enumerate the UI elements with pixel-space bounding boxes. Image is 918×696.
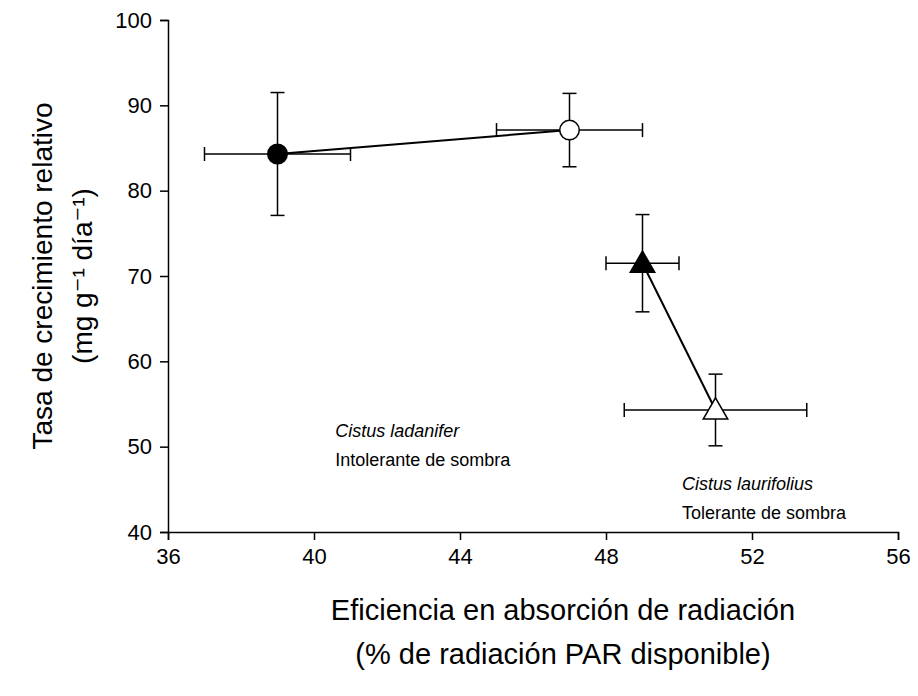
series (205, 93, 643, 216)
y-error-cap (636, 214, 650, 216)
y-tick-label: 50 (128, 434, 152, 459)
x-tick-mark (460, 532, 462, 540)
x-tick-mark (606, 532, 608, 540)
y-error-cap (709, 445, 723, 447)
x-error-cap (350, 147, 352, 161)
y-tick: 70 (128, 264, 168, 289)
x-tick: 44 (448, 532, 472, 569)
y-axis: 40 50 60 70 80 90 100 (115, 8, 168, 545)
y-tick-label: 70 (128, 264, 152, 289)
x-error-cap (678, 256, 680, 270)
annotation-text: Intolerante de sombra (335, 450, 511, 470)
y-tick-mark (160, 190, 168, 192)
x-tick-label: 44 (448, 544, 472, 569)
annotations: Cistus ladanifer Intolerante de sombra Cis… (335, 421, 847, 523)
series-line (643, 263, 716, 410)
y-axis-line (160, 21, 169, 533)
y-tick: 50 (128, 434, 168, 459)
chart: 364044485256405060708090100Cistus ladani… (0, 0, 918, 696)
x-tick-label: 48 (594, 544, 618, 569)
x-tick: 56 (886, 532, 910, 569)
annotation-text: Tolerante de sombra (682, 503, 847, 523)
y-axis-title: Tasa de crecimiento relativo (27, 102, 58, 449)
point (630, 251, 655, 272)
x-axis-title: Eficiencia en absorción de radiación (331, 594, 795, 626)
x-error-cap (624, 403, 626, 417)
y-tick-label: 100 (115, 8, 152, 33)
y-error-cap (636, 311, 650, 313)
y-tick-mark (160, 276, 168, 278)
y-tick-label: 80 (128, 178, 152, 203)
x-error-cap (204, 147, 206, 161)
x-axis-line (169, 533, 899, 541)
y-tick-mark (160, 105, 168, 107)
point (268, 144, 288, 164)
plot: 364044485256405060708090100Cistus ladani… (115, 8, 910, 569)
x-error-cap (806, 403, 808, 417)
x-tick: 52 (740, 532, 764, 569)
series (606, 215, 807, 446)
x-tick: 48 (594, 532, 618, 569)
x-tick-label: 36 (156, 544, 180, 569)
y-tick-mark (160, 361, 168, 363)
y-error-cap (563, 166, 577, 168)
y-axis-title: (mg g⁻¹ día⁻¹) (67, 188, 98, 364)
marks (205, 93, 807, 446)
x-tick-mark (898, 532, 900, 540)
x-axis-title: (% de radiación PAR disponible) (355, 638, 770, 670)
x-error-cap (605, 256, 607, 270)
point (560, 120, 580, 140)
point (703, 398, 728, 419)
x-tick-mark (752, 532, 754, 540)
annotation-title: Cistus laurifolius (682, 474, 813, 494)
series-line (278, 130, 570, 154)
x-tick: 36 (156, 532, 180, 569)
y-tick-mark (160, 532, 168, 534)
y-error-cap (271, 92, 285, 94)
y-tick: 80 (128, 178, 168, 203)
y-error-cap (563, 93, 577, 95)
y-tick-label: 40 (128, 520, 152, 545)
x-tick-label: 40 (302, 544, 326, 569)
x-tick-label: 52 (740, 544, 764, 569)
x-error-cap (642, 123, 644, 137)
y-tick: 40 (128, 520, 168, 545)
x-tick: 40 (302, 532, 326, 569)
y-tick-label: 60 (128, 349, 152, 374)
x-axis: 36 40 44 48 52 56 (156, 532, 910, 569)
y-tick-label: 90 (128, 93, 152, 118)
x-error-cap (496, 123, 498, 137)
x-tick-label: 56 (886, 544, 910, 569)
y-error-cap (709, 373, 723, 375)
y-tick-mark (160, 446, 168, 448)
y-error-cap (271, 215, 285, 217)
x-tick-mark (314, 532, 316, 540)
y-tick: 90 (128, 93, 168, 118)
y-tick: 60 (128, 349, 168, 374)
y-tick-mark (160, 20, 168, 22)
y-tick: 100 (115, 8, 168, 33)
annotation-title: Cistus ladanifer (335, 421, 460, 441)
